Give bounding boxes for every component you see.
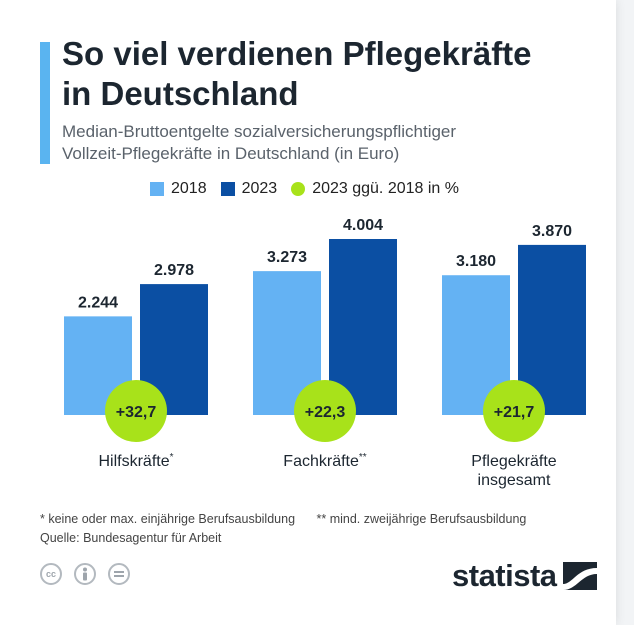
value-label-2023-1: 2.978	[154, 262, 194, 279]
page-title: So viel verdienen Pflegekräfte in Deutsc…	[62, 34, 602, 114]
legend-label-2018: 2018	[171, 180, 207, 197]
value-label-2023-2: 4.004	[343, 217, 383, 234]
license-icons: cc	[40, 563, 142, 585]
logo-text: statista	[452, 558, 557, 593]
category-label-2: Fachkräfte**	[283, 452, 366, 470]
legend-swatch-change	[291, 182, 306, 196]
bar-chart: 2.244 2.978 +32,7 Hilfskräfte* 3.273 4.004 +22…	[64, 217, 586, 489]
change-label-3: +21,7	[494, 404, 535, 421]
cc-icon[interactable]: cc	[40, 563, 62, 585]
equals-glyph	[114, 571, 124, 577]
change-label-1: +32,7	[116, 404, 157, 421]
subtitle-line-1: Median-Bruttoentgelte sozialversicherung…	[62, 122, 457, 141]
value-label-2018-1: 2.244	[78, 294, 118, 311]
statista-logo[interactable]: statista	[452, 558, 597, 594]
title-accent-bar	[40, 42, 50, 164]
footnote-hilfskraefte: * keine oder max. einjährige Berufsausbi…	[40, 512, 296, 526]
source-note: Quelle: Bundesagentur für Arbeit	[40, 531, 222, 545]
value-label-2018-3: 3.180	[456, 253, 496, 270]
footnote-fachkraefte: ** mind. zweijährige Berufsausbildung	[316, 512, 527, 526]
attribution-icon[interactable]	[74, 563, 96, 585]
change-circle-1	[105, 380, 167, 442]
change-circle-2	[294, 380, 356, 442]
page-subtitle: Median-Bruttoentgelte sozialversicherung…	[62, 121, 602, 165]
title-line-1: So viel verdienen Pflegekräfte	[62, 35, 532, 72]
legend-item-2023: 2023	[220, 180, 278, 198]
chart-legend: 2018 2023 2023 ggü. 2018 in %	[150, 177, 473, 201]
category-label-3: Pflegekräfte insgesamt	[471, 453, 556, 489]
legend-label-2023: 2023	[241, 180, 278, 197]
legend-swatch-2018	[150, 182, 164, 196]
cc-icon-text: cc	[45, 569, 56, 579]
title-line-2: in Deutschland	[62, 75, 299, 112]
no-derivatives-icon[interactable]	[108, 563, 130, 585]
legend-label-change: 2023 ggü. 2018 in %	[312, 180, 459, 197]
infographic-card: So viel verdienen Pflegekräfte in Deutsc…	[0, 0, 616, 625]
statista-wave-icon	[562, 562, 597, 590]
change-label-2: +22,3	[305, 404, 346, 421]
legend-item-2018: 2018	[150, 180, 207, 198]
legend-item-change: 2023 ggü. 2018 in %	[291, 180, 459, 198]
value-label-2023-3: 3.870	[532, 223, 572, 240]
change-circle-3	[483, 380, 545, 442]
footnotes: * keine oder max. einjährige Berufsausbi…	[40, 510, 600, 548]
person-glyph	[83, 567, 87, 581]
category-label-1: Hilfskräfte*	[98, 452, 173, 470]
legend-swatch-2023	[220, 182, 235, 196]
subtitle-line-2: Vollzeit-Pflegekräfte in Deutschland (in…	[62, 144, 400, 163]
value-label-2018-2: 3.273	[267, 249, 307, 266]
